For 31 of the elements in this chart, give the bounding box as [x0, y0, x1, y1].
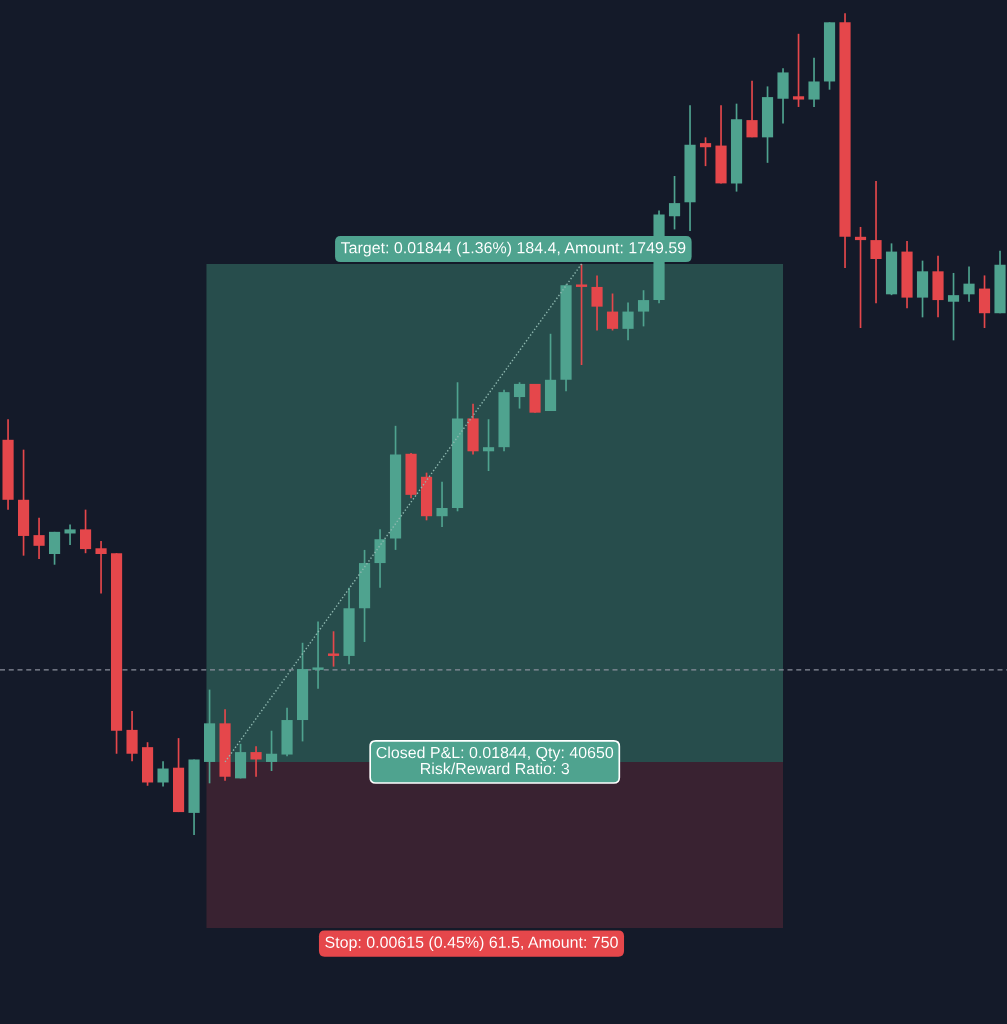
candlestick	[79, 508, 92, 555]
candlestick	[482, 418, 495, 472]
candlestick	[792, 32, 805, 108]
candlestick	[606, 292, 619, 332]
candlestick	[622, 301, 634, 342]
candlestick	[870, 180, 882, 305]
candlestick	[95, 540, 107, 595]
candlestick	[48, 531, 61, 566]
candlestick	[746, 79, 758, 139]
candlestick	[575, 263, 588, 366]
candlestick	[157, 760, 169, 788]
candlestick	[637, 289, 650, 328]
candlestick	[126, 710, 138, 762]
candlestick	[64, 523, 76, 546]
candlestick	[963, 265, 975, 303]
candlestick	[327, 630, 340, 668]
candlestick	[699, 136, 712, 167]
candlestick	[513, 381, 526, 410]
candlestick	[33, 517, 45, 560]
candlestick	[591, 274, 603, 332]
candlestick	[668, 175, 681, 231]
candlestick	[312, 620, 324, 690]
candlestick	[250, 745, 262, 778]
candlestick	[808, 56, 820, 108]
annotation: Closed P&L: 0.01844, Qty: 40650 Risk/Reward Ratio: 3	[376, 746, 614, 775]
candlestick	[436, 480, 448, 528]
band-label: Target: 0.01844 (1.36%) 184.4, Amount: 1749.59	[341, 241, 686, 257]
candlestick	[374, 528, 386, 589]
candlestick	[265, 729, 278, 772]
band-label: Stop: 0.00615 (0.45%) 61.5, Amount: 750	[325, 936, 618, 952]
candlestick	[947, 272, 960, 342]
